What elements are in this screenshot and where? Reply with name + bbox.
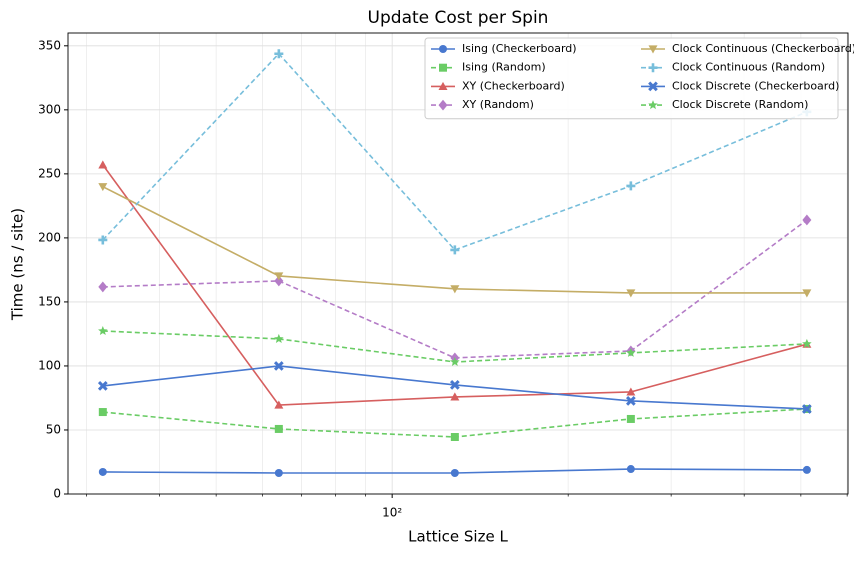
marker bbox=[98, 281, 108, 293]
marker bbox=[626, 396, 636, 406]
legend-label: XY (Checkerboard) bbox=[462, 79, 565, 92]
marker bbox=[450, 392, 460, 401]
marker bbox=[274, 272, 284, 281]
marker bbox=[98, 235, 108, 245]
y-tick-label: 100 bbox=[38, 358, 61, 372]
marker bbox=[273, 361, 284, 371]
marker bbox=[438, 81, 448, 90]
x-tick-label: 10² bbox=[382, 506, 402, 520]
marker bbox=[98, 160, 108, 169]
y-tick-label: 200 bbox=[38, 230, 61, 244]
marker bbox=[274, 275, 284, 287]
marker bbox=[274, 400, 284, 409]
marker bbox=[802, 338, 812, 348]
marker bbox=[626, 414, 635, 423]
marker bbox=[648, 100, 658, 110]
marker bbox=[450, 285, 460, 294]
marker bbox=[450, 468, 459, 477]
y-tick-label: 150 bbox=[38, 294, 61, 308]
legend-label: Clock Discrete (Random) bbox=[672, 98, 808, 111]
marker bbox=[626, 347, 636, 357]
marker bbox=[450, 245, 460, 255]
legend-box bbox=[424, 37, 839, 120]
marker bbox=[439, 63, 447, 72]
y-tick-label: 350 bbox=[38, 38, 61, 52]
legend-label: Clock Continuous (Random) bbox=[672, 61, 825, 74]
marker bbox=[97, 381, 108, 391]
marker bbox=[626, 465, 635, 474]
marker bbox=[274, 49, 284, 59]
marker bbox=[98, 408, 107, 417]
y-tick-label: 250 bbox=[38, 166, 61, 180]
series-line bbox=[102, 52, 808, 251]
marker bbox=[802, 465, 811, 474]
marker bbox=[98, 467, 107, 476]
chart-title: Update Cost per Spin bbox=[368, 8, 549, 28]
marker bbox=[802, 214, 812, 226]
marker bbox=[274, 424, 283, 433]
marker bbox=[439, 45, 447, 53]
marker bbox=[438, 99, 448, 111]
legend-label: Clock Discrete (Checkerboard) bbox=[672, 79, 839, 92]
x-axis-label: Lattice Size L bbox=[408, 528, 508, 546]
marker bbox=[802, 289, 812, 298]
y-tick-label: 0 bbox=[53, 487, 61, 501]
marker bbox=[648, 45, 658, 54]
legend-label: XY (Random) bbox=[462, 98, 534, 111]
series-line bbox=[102, 408, 807, 438]
marker bbox=[626, 181, 636, 191]
marker bbox=[648, 81, 658, 92]
marker bbox=[449, 380, 460, 390]
marker bbox=[450, 356, 460, 367]
marker bbox=[450, 433, 459, 442]
series-line bbox=[102, 164, 808, 406]
marker bbox=[274, 333, 284, 343]
marker bbox=[802, 404, 812, 414]
y-tick-label: 300 bbox=[38, 102, 61, 116]
series-line bbox=[102, 185, 807, 294]
marker bbox=[274, 468, 283, 477]
legend: Ising (Checkerboard) Ising (Random) XY (Ch… bbox=[424, 37, 854, 120]
y-tick-label: 50 bbox=[46, 422, 61, 436]
marker bbox=[648, 63, 658, 73]
legend-label: Clock Continuous (Checkerboard) bbox=[672, 42, 854, 55]
marker bbox=[626, 289, 636, 298]
marker bbox=[626, 387, 636, 396]
plot-frame bbox=[67, 32, 849, 495]
legend-label: Ising (Checkerboard) bbox=[462, 42, 577, 55]
legend-label: Ising (Random) bbox=[462, 61, 546, 74]
marker bbox=[98, 325, 108, 336]
y-axis-label: Time (ns / site) bbox=[9, 208, 27, 321]
marker bbox=[98, 183, 108, 192]
